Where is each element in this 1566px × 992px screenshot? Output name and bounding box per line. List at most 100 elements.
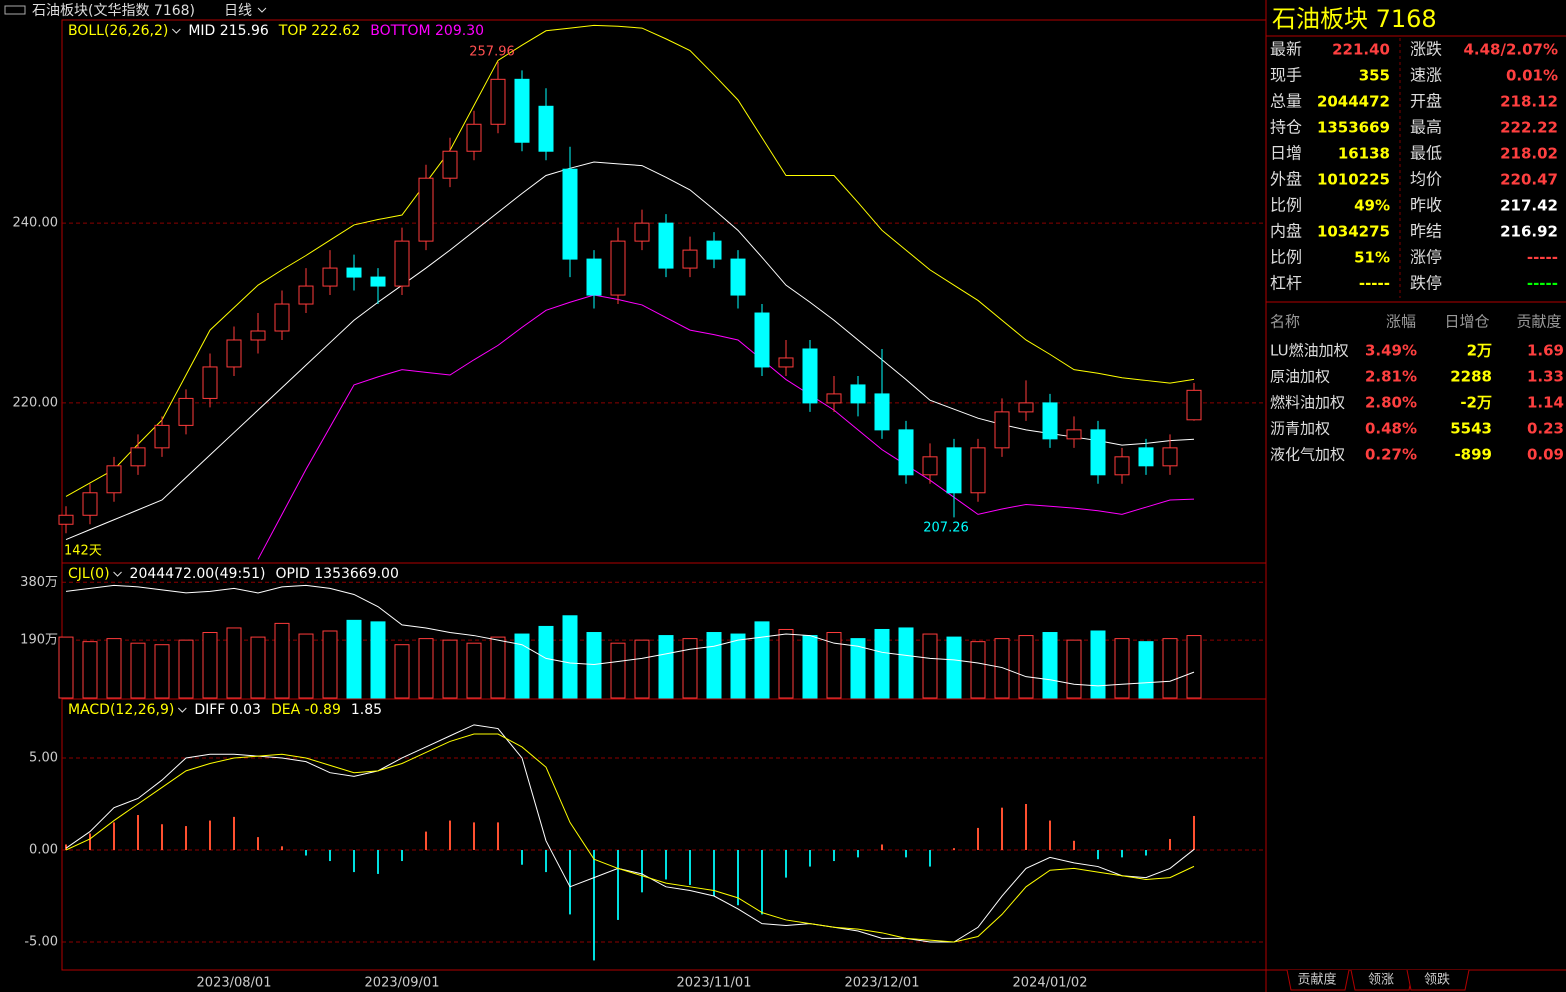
table-cell[interactable]: 液化气加权	[1270, 446, 1345, 464]
quote-value: 49%	[1354, 197, 1390, 215]
low-annotation: 207.26	[923, 521, 969, 536]
candle-body	[1162, 447, 1178, 467]
indicator-line	[65, 584, 1195, 687]
candle-body	[250, 330, 266, 341]
candle-body	[562, 168, 578, 260]
quote-value: 220.47	[1500, 171, 1558, 189]
tab-label[interactable]: 领涨	[1368, 973, 1394, 988]
x-tick-label: 2023/11/01	[677, 976, 752, 991]
tab-shape[interactable]	[1286, 969, 1350, 991]
quote-value: -----	[1527, 249, 1558, 267]
candle-body	[226, 339, 242, 368]
indicator-name[interactable]: MACD(12,26,9)	[68, 702, 174, 718]
candle-body	[106, 465, 122, 494]
quote-value: 222.22	[1500, 119, 1558, 137]
candle-body	[994, 411, 1010, 449]
candle-body	[466, 123, 482, 152]
candle-body	[778, 357, 794, 368]
candle-body	[58, 514, 74, 525]
quote-value: 216.92	[1500, 223, 1558, 241]
volume-bar	[946, 636, 962, 699]
indicator-value: DEA -0.89	[271, 702, 341, 718]
volume-bar	[370, 621, 386, 699]
volume-bar	[274, 622, 290, 699]
table-cell[interactable]: LU燃油加权	[1270, 342, 1349, 360]
quote-value: 217.42	[1500, 197, 1558, 215]
candle-body	[1090, 429, 1106, 476]
y-tick-label: 190万	[20, 633, 58, 648]
y-tick-label: -5.00	[24, 935, 58, 950]
indicator-line	[65, 724, 1195, 943]
table-cell[interactable]: 沥青加权	[1270, 420, 1330, 438]
quote-label: 速涨	[1410, 66, 1442, 85]
quote-value: 16138	[1338, 145, 1390, 163]
indicator-value: TOP 222.62	[278, 23, 360, 39]
candle-body	[610, 240, 626, 296]
volume-bar	[490, 636, 506, 699]
volume-bar	[970, 641, 986, 699]
candle-body	[130, 447, 146, 467]
indicator-value: BOTTOM 209.30	[370, 23, 484, 39]
volume-bar	[802, 635, 818, 699]
tab-label[interactable]: 领跌	[1424, 972, 1450, 988]
quote-label: 总量	[1270, 92, 1302, 111]
candle-body	[802, 348, 818, 404]
table-cell: 5543	[1450, 420, 1492, 438]
volume-bar	[1066, 639, 1082, 699]
quote-label: 比例	[1270, 196, 1302, 215]
candle-body	[1114, 456, 1130, 476]
table-header: 贡献度	[1516, 313, 1561, 331]
x-tick-label: 2024/01/02	[1013, 976, 1088, 991]
volume-bar	[202, 632, 218, 699]
indicator-value: DIFF 0.03	[194, 702, 261, 718]
table-cell[interactable]: 燃料油加权	[1270, 394, 1345, 412]
candle-body	[754, 312, 770, 368]
candle-body	[706, 240, 722, 260]
volume-bar	[1162, 638, 1178, 699]
table-cell: 1.69	[1527, 342, 1564, 360]
y-tick-label: 380万	[20, 575, 58, 590]
dropdown-arrow[interactable]	[171, 28, 181, 34]
table-cell: -2万	[1460, 394, 1492, 412]
candle-body	[634, 222, 650, 242]
volume-bar	[106, 638, 122, 699]
volume-bar	[394, 644, 410, 699]
candle-body	[898, 429, 914, 476]
candle-body	[82, 492, 98, 516]
table-cell[interactable]: 原油加权	[1270, 368, 1330, 386]
quote-label: 涨跌	[1410, 40, 1442, 59]
tab-label[interactable]: 贡献度	[1297, 972, 1336, 988]
volume-bar	[178, 639, 194, 699]
table-cell: -899	[1454, 446, 1492, 464]
table-cell: 0.48%	[1365, 420, 1417, 438]
indicator-name[interactable]: CJL(0)	[68, 566, 110, 582]
candle-body	[346, 267, 362, 278]
quote-label: 最高	[1410, 118, 1442, 137]
period-selector[interactable]: 日线	[224, 3, 252, 19]
volume-bar	[1090, 630, 1106, 699]
candle-body	[154, 424, 170, 449]
table-cell: 2288	[1450, 368, 1492, 386]
volume-bar	[226, 627, 242, 699]
quote-value: 0.01%	[1506, 67, 1558, 85]
indicator-line	[65, 24, 1195, 497]
quote-label: 持仓	[1270, 118, 1302, 137]
dropdown-arrow[interactable]	[113, 571, 122, 577]
dropdown-arrow[interactable]	[257, 7, 267, 13]
quote-label: 涨停	[1410, 248, 1442, 267]
tab-shape[interactable]	[1406, 969, 1470, 991]
candle-body	[1042, 402, 1058, 440]
quote-label: 外盘	[1270, 170, 1302, 189]
table-cell: 0.09	[1527, 446, 1564, 464]
volume-bar	[754, 621, 770, 699]
dropdown-arrow[interactable]	[177, 707, 187, 713]
table-cell: 0.27%	[1365, 446, 1417, 464]
quote-label: 开盘	[1410, 92, 1442, 111]
candle-body	[202, 366, 218, 399]
quote-value: 1034275	[1317, 223, 1390, 241]
table-header: 日增仓	[1444, 313, 1489, 331]
x-tick-label: 2023/12/01	[845, 976, 920, 991]
indicator-name[interactable]: BOLL(26,26,2)	[68, 23, 168, 39]
candle-body	[970, 447, 986, 494]
volume-bar	[466, 642, 482, 699]
